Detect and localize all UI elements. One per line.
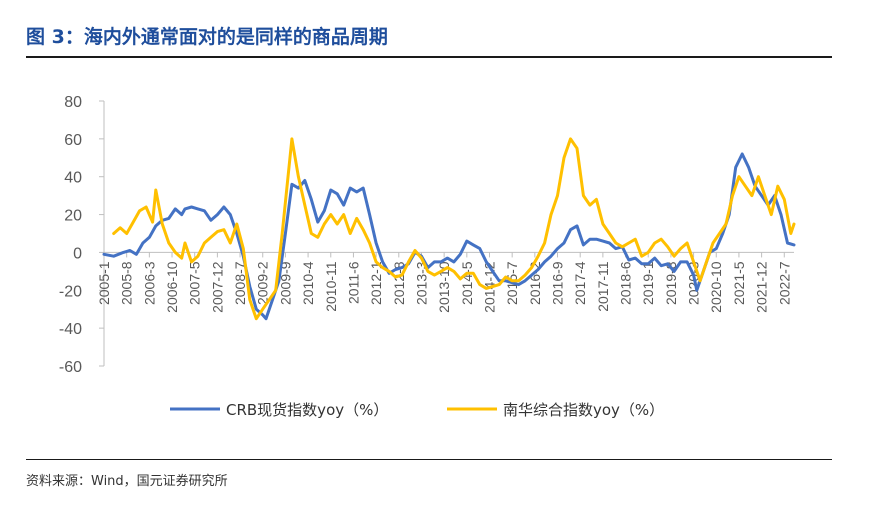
x-tick-label: 2010-11: [323, 261, 339, 312]
x-tick-label: 2016-2: [527, 261, 543, 305]
title-rule: [26, 56, 832, 58]
x-tick-label: 2007-5: [187, 261, 203, 305]
figure-title: 图 3：海内外通常面对的是同样的商品周期: [26, 26, 388, 48]
x-tick-label: 2017-4: [572, 261, 588, 305]
x-tick-label: 2006-3: [141, 261, 157, 305]
legend-label-2: 南华综合指数yoy（%）: [503, 401, 664, 419]
x-tick-label: 2013-3: [413, 261, 429, 305]
x-tick-label: 2008-7: [232, 261, 248, 305]
y-tick-label: 20: [64, 208, 82, 225]
y-tick-label: -40: [59, 321, 82, 338]
y-tick-label: 40: [64, 170, 82, 187]
series-line-2: [112, 137, 796, 321]
x-tick-label: 2014-5: [459, 261, 475, 305]
y-tick-label: 0: [73, 245, 82, 262]
y-tick-labels: 80 60 40 20 0 -20 -40 -60: [59, 94, 82, 376]
y-tick-label: -60: [59, 359, 82, 376]
x-tick-label: 2021-12: [754, 261, 770, 313]
y-tick-label: 80: [64, 94, 82, 111]
series-line-1: [102, 152, 796, 321]
x-tick-label: 2022-7: [776, 261, 792, 305]
x-tick-labels: 2005-1 2005-8 2006-3 2006-10 2007-5 2007-12 20…: [96, 261, 792, 313]
legend-label-1: CRB现货指数yoy（%）: [226, 401, 388, 419]
x-tick-label: 2016-9: [550, 261, 566, 305]
x-tick-label: 2010-4: [300, 261, 316, 305]
x-tick-label: 2009-2: [255, 261, 271, 305]
x-tick-label: 2007-12: [209, 261, 225, 313]
x-tick-label: 2018-6: [618, 261, 634, 305]
x-tick-label: 2012-1: [368, 261, 384, 305]
x-tick-label: 2006-10: [164, 261, 180, 313]
y-tick-label: -20: [59, 283, 82, 300]
x-tick-label: 2011-6: [345, 261, 361, 304]
x-tick-label: 2019-1: [640, 261, 656, 305]
x-tick-label: 2017-11: [595, 261, 611, 312]
x-tick-label: 2013-10: [436, 261, 452, 313]
chart-legend: CRB现货指数yoy（%） 南华综合指数yoy（%）: [170, 401, 664, 419]
x-tick-label: 2020-10: [708, 261, 724, 313]
x-tick-label: 2005-8: [119, 261, 135, 305]
series-lines: [102, 137, 796, 321]
source-note: 资料来源：Wind，国元证券研究所: [26, 474, 228, 489]
source-rule: [26, 459, 832, 460]
x-tick-label: 2005-1: [96, 261, 112, 305]
chart-axes: [99, 100, 794, 367]
x-tick-label: 2021-5: [731, 261, 747, 305]
y-tick-label: 60: [64, 132, 82, 149]
